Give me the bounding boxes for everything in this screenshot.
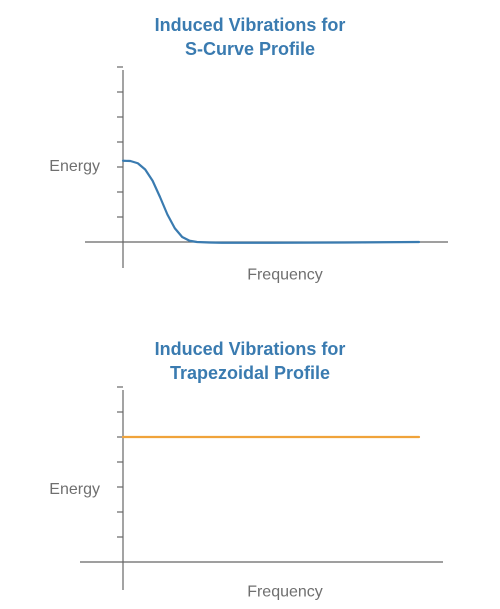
chart-title-line-1: Induced Vibrations for <box>154 339 346 359</box>
chart-title-line-2: Trapezoidal Profile <box>169 363 331 383</box>
chart-title-line-1: Induced Vibrations for <box>154 15 346 35</box>
chart-title: Induced Vibrations for S-Curve Profile <box>0 13 500 61</box>
trapezoidal-chart: Frequency Energy <box>49 386 443 600</box>
x-axis-label: Frequency <box>247 266 323 283</box>
s-curve-chart: Frequency Energy <box>49 66 448 283</box>
y-axis-label: Energy <box>49 481 100 498</box>
s-curve-chart-panel: Induced Vibrations for S-Curve Profile F… <box>0 0 500 290</box>
trapezoidal-chart-panel: Induced Vibrations for Trapezoidal Profi… <box>0 330 500 609</box>
chart-title-line-2: S-Curve Profile <box>184 39 316 59</box>
chart-title: Induced Vibrations for Trapezoidal Profi… <box>0 337 500 385</box>
x-axis-label: Frequency <box>247 583 323 600</box>
y-axis-label: Energy <box>49 158 100 175</box>
series-line <box>121 159 421 244</box>
